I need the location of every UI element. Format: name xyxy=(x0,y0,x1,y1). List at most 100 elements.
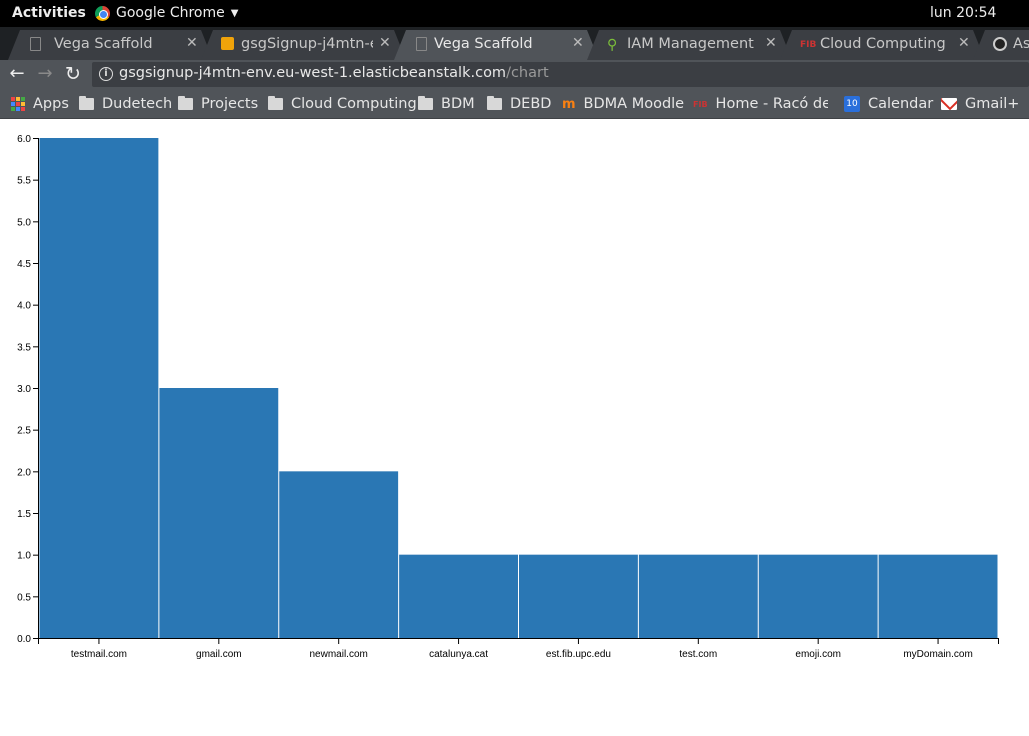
apps-grid-icon xyxy=(11,97,25,111)
forward-arrow-icon[interactable]: → xyxy=(37,63,53,84)
tab-vega-scaffold-1[interactable]: Vega Scaffold ✕ xyxy=(8,30,213,60)
y-tick-label-5: 2.5 xyxy=(17,426,31,437)
close-icon[interactable]: ✕ xyxy=(379,35,391,51)
y-tick-label-2: 1.0 xyxy=(17,551,31,562)
clock[interactable]: lun 20:54 xyxy=(930,5,997,21)
reload-icon[interactable]: ↻ xyxy=(65,63,81,85)
app-name: Google Chrome xyxy=(116,5,225,21)
x-tick-label-4: est.fib.upc.edu xyxy=(546,649,611,660)
tab-title: Vega Scaffold xyxy=(54,36,153,52)
bookmark-dudetech[interactable]: Dudetech xyxy=(79,94,172,114)
tab-github[interactable]: As xyxy=(973,30,1029,60)
bar-1 xyxy=(159,388,279,638)
x-tick-label-3: catalunya.cat xyxy=(429,649,488,660)
bookmark-raco[interactable]: FIB Home - Racó de xyxy=(693,94,828,114)
folder-icon xyxy=(79,96,94,110)
bookmark-projects[interactable]: Projects xyxy=(178,94,258,114)
browser-toolbar: ← → ↻ i gsgsignup-j4mtn-env.eu-west-1.el… xyxy=(0,60,1029,89)
address-bar[interactable]: i gsgsignup-j4mtn-env.eu-west-1.elasticb… xyxy=(92,62,1029,87)
bookmark-label: BDMA Moodle xyxy=(583,96,685,112)
y-tick-label-8: 4.0 xyxy=(17,301,31,312)
y-tick-label-7: 3.5 xyxy=(17,342,31,353)
bookmark-label: Cloud Computing xyxy=(291,96,417,112)
x-tick-label-2: newmail.com xyxy=(310,649,368,660)
bookmark-label: Gmail+ xyxy=(965,96,1020,112)
moodle-icon: m xyxy=(562,96,576,112)
bookmark-label: Home - Racó de xyxy=(715,96,828,112)
y-tick-label-9: 4.5 xyxy=(17,259,31,270)
bar-0 xyxy=(39,138,159,638)
caret-down-icon: ▼ xyxy=(230,7,239,19)
close-icon[interactable]: ✕ xyxy=(572,35,584,51)
close-icon[interactable]: ✕ xyxy=(765,35,777,51)
aws-cube-icon xyxy=(221,37,234,50)
document-icon xyxy=(30,37,41,51)
tab-title: Cloud Computing ar xyxy=(820,36,946,52)
y-tick-label-1: 0.5 xyxy=(17,592,31,603)
bookmark-label: Dudetech xyxy=(102,96,173,112)
bookmark-bdm[interactable]: BDM xyxy=(418,94,475,114)
app-menu[interactable]: Google Chrome ▼ xyxy=(95,5,238,21)
calendar-icon: 10 xyxy=(844,96,860,112)
y-tick-label-12: 6.0 xyxy=(17,134,31,145)
y-tick-label-0: 0.0 xyxy=(17,634,31,645)
tab-gsgsignup[interactable]: gsgSignup-j4mtn-en ✕ xyxy=(201,30,406,60)
y-tick-label-11: 5.5 xyxy=(17,176,31,187)
bar-3 xyxy=(399,554,518,638)
tab-iam-management[interactable]: ⚲ IAM Management C ✕ xyxy=(587,30,792,60)
x-tick-label-7: myDomain.com xyxy=(903,649,972,660)
y-tick-label-3: 1.5 xyxy=(17,509,31,520)
info-icon[interactable]: i xyxy=(99,67,113,81)
x-tick-label-6: emoji.com xyxy=(795,649,841,660)
chrome-logo-icon xyxy=(95,5,110,21)
tab-title: gsgSignup-j4mtn-en xyxy=(241,36,370,52)
bookmark-label: DEBD xyxy=(510,96,552,112)
y-tick-label-6: 3.0 xyxy=(17,384,31,395)
tab-title: Vega Scaffold xyxy=(434,36,533,52)
x-tick-label-0: testmail.com xyxy=(71,649,127,660)
bookmark-calendar[interactable]: 10 Calendar xyxy=(844,94,933,114)
bookmark-debd[interactable]: DEBD xyxy=(487,94,551,114)
tab-strip: Vega Scaffold ✕ gsgSignup-j4mtn-en ✕ Veg… xyxy=(0,27,1029,60)
bookmarks-bar: Apps Dudetech Projects Cloud Computing B… xyxy=(0,89,1029,119)
fib-icon: FIB xyxy=(800,40,817,50)
url-text[interactable]: gsgsignup-j4mtn-env.eu-west-1.elasticbea… xyxy=(119,65,549,81)
tab-cloud-computing[interactable]: FIB Cloud Computing ar ✕ xyxy=(780,30,985,60)
x-tick-label-1: gmail.com xyxy=(196,649,242,660)
y-tick-label-4: 2.0 xyxy=(17,467,31,478)
folder-icon xyxy=(487,96,502,110)
bookmark-label: Projects xyxy=(201,96,259,112)
folder-icon xyxy=(268,96,283,110)
folder-icon xyxy=(178,96,193,110)
tab-title: As xyxy=(1013,36,1029,52)
y-tick-label-10: 5.0 xyxy=(17,217,31,228)
x-tick-label-5: test.com xyxy=(679,649,717,660)
activities-button[interactable]: Activities xyxy=(12,5,86,21)
document-icon xyxy=(416,37,427,51)
close-icon[interactable]: ✕ xyxy=(958,35,970,51)
folder-icon xyxy=(418,96,433,110)
tab-vega-scaffold-active[interactable]: Vega Scaffold ✕ xyxy=(394,30,599,60)
gmail-icon xyxy=(941,98,957,110)
tab-title: IAM Management C xyxy=(627,36,755,52)
bookmark-label: Apps xyxy=(33,96,69,112)
url-path: /chart xyxy=(506,65,549,81)
bar-6 xyxy=(758,554,878,638)
bar-4 xyxy=(519,554,638,638)
bookmark-cloud-computing[interactable]: Cloud Computing xyxy=(268,94,417,114)
back-arrow-icon[interactable]: ← xyxy=(9,63,25,84)
bookmark-apps[interactable]: Apps xyxy=(11,94,69,114)
url-host: gsgsignup-j4mtn-env.eu-west-1.elasticbea… xyxy=(119,65,507,81)
chart-area: 0.0 0.5 1.0 1.5 2.0 2.5 3.0 3.5 4.0 4.5 5.0 5.5 6.0 t… xyxy=(0,120,1029,736)
bookmark-bdma-moodle[interactable]: m BDMA Moodle xyxy=(562,94,684,114)
fib-icon: FIB xyxy=(693,99,708,109)
close-icon[interactable]: ✕ xyxy=(186,35,198,51)
bookmark-gmail[interactable]: Gmail+ xyxy=(941,94,1019,114)
github-icon xyxy=(993,37,1007,51)
key-icon: ⚲ xyxy=(607,37,618,53)
bar-5 xyxy=(638,554,758,638)
bar-2 xyxy=(279,471,399,638)
bar-chart: 0.0 0.5 1.0 1.5 2.0 2.5 3.0 3.5 4.0 4.5 5.0 5.5 6.0 t… xyxy=(17,134,999,660)
bookmark-label: BDM xyxy=(441,96,475,112)
bookmark-label: Calendar xyxy=(868,96,934,112)
